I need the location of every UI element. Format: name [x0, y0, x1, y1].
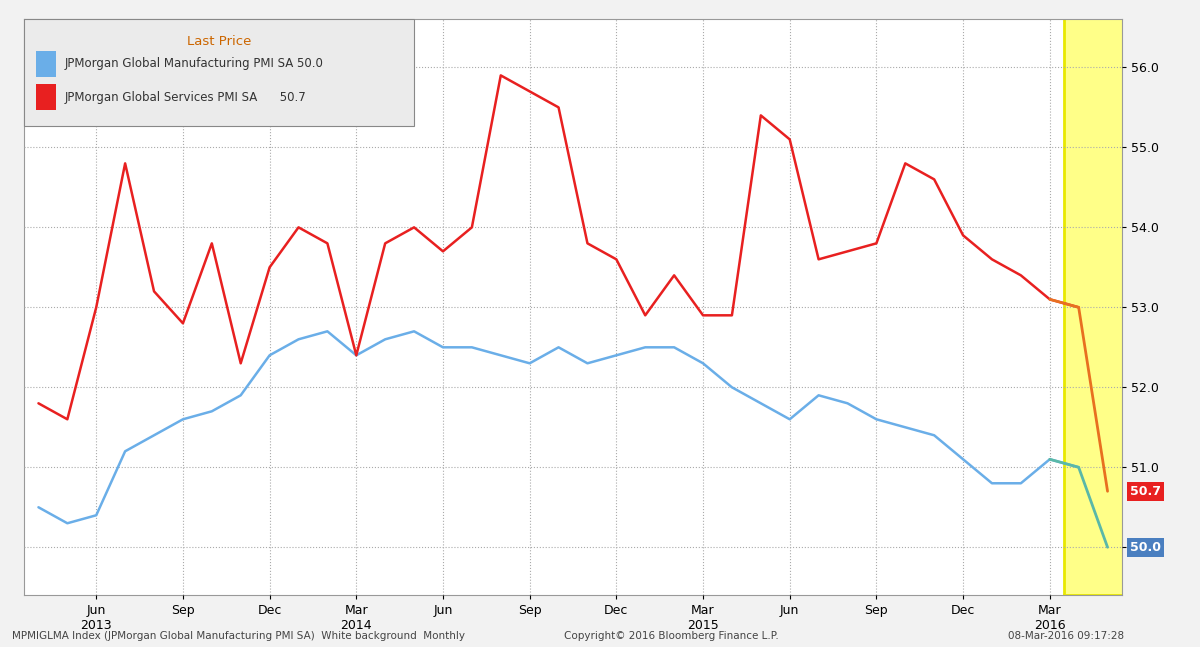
Text: 50.7: 50.7	[1130, 485, 1162, 498]
Text: JPMorgan Global Manufacturing PMI SA 50.0: JPMorgan Global Manufacturing PMI SA 50.…	[65, 57, 324, 71]
Bar	[36, 51, 56, 77]
Text: Copyright© 2016 Bloomberg Finance L.P.: Copyright© 2016 Bloomberg Finance L.P.	[564, 631, 779, 641]
Text: 50.0: 50.0	[1130, 541, 1162, 554]
Bar	[36, 84, 56, 110]
Text: Last Price: Last Price	[187, 35, 251, 48]
Text: 08-Mar-2016 09:17:28: 08-Mar-2016 09:17:28	[1008, 631, 1124, 641]
FancyBboxPatch shape	[24, 19, 414, 126]
Text: MPMIGLMA Index (JPMorgan Global Manufacturing PMI SA)  White background  Monthly: MPMIGLMA Index (JPMorgan Global Manufact…	[12, 631, 466, 641]
Bar	[1064, 19, 1122, 595]
Text: JPMorgan Global Services PMI SA      50.7: JPMorgan Global Services PMI SA 50.7	[65, 91, 306, 104]
